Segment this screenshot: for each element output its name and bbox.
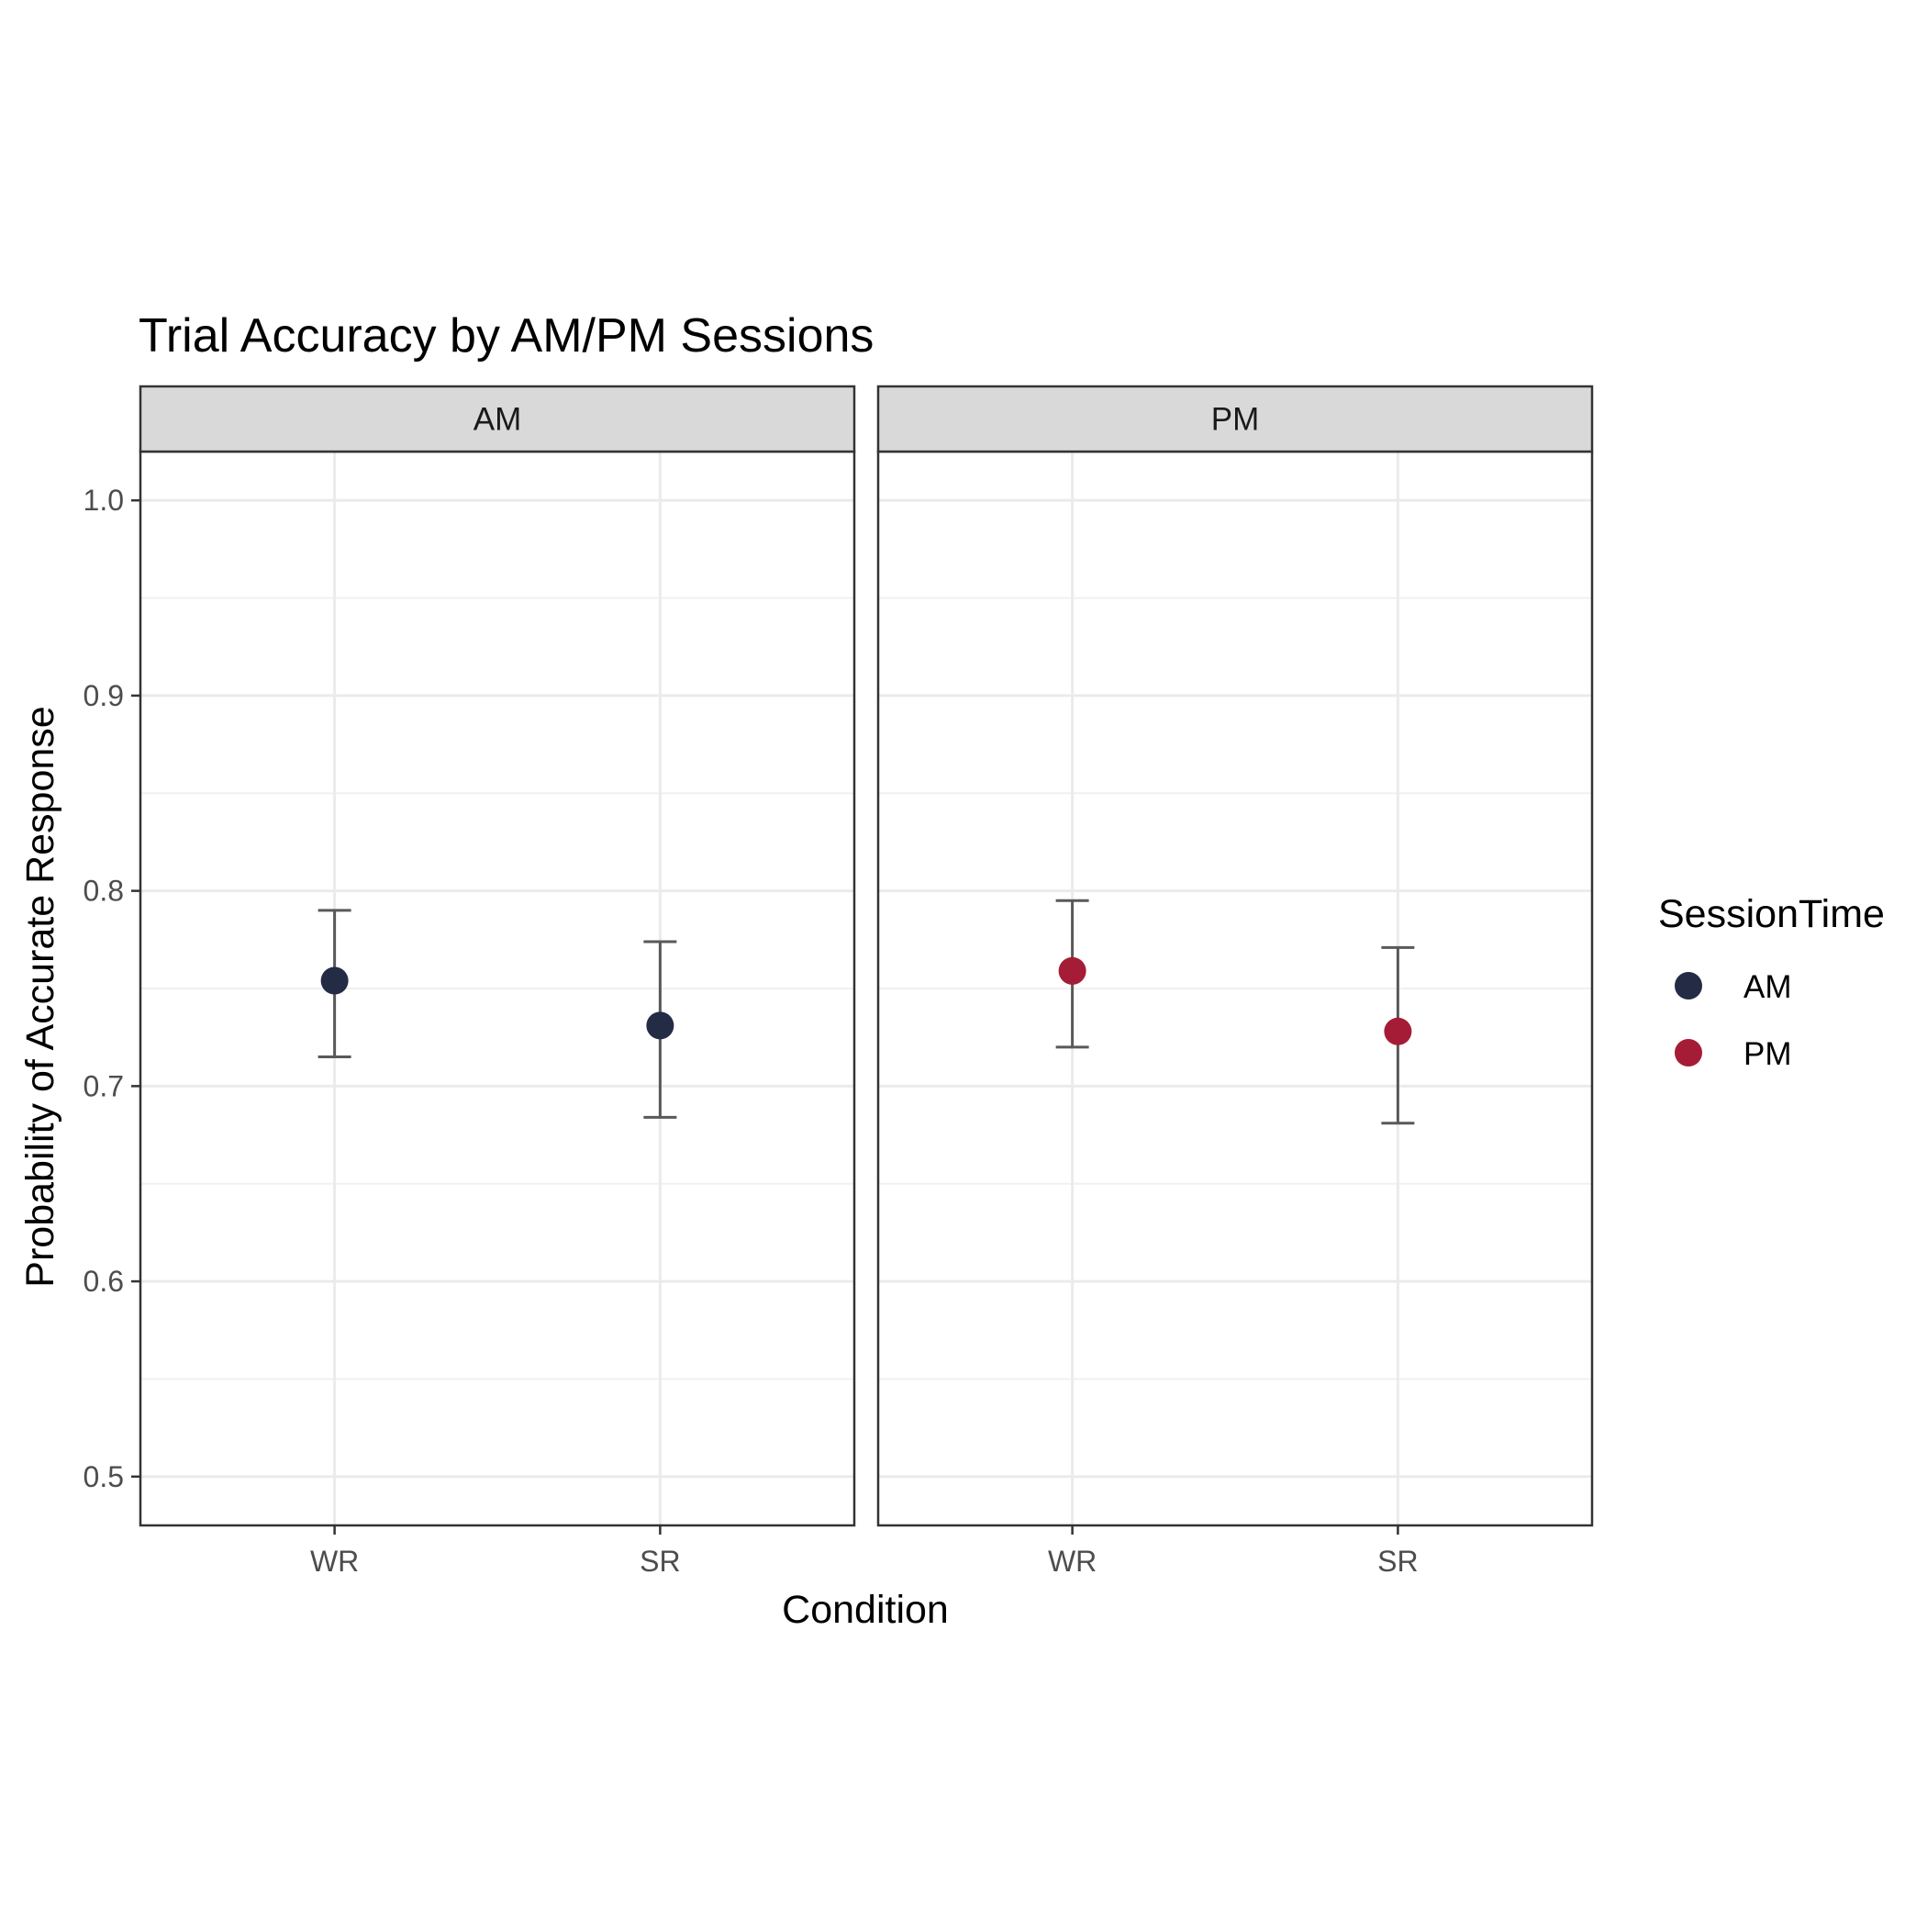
legend-key-pm [1675,1039,1702,1067]
data-point-pm-wr [1058,956,1086,985]
legend-entry-pm: PM [1675,1036,1792,1072]
facet-panel-am: AM WR SR [139,385,856,1578]
facet-panels: AM WR SR PM WR SR 0.5 0.6 0.7 0.8 0.9 1.0 [84,385,1594,1578]
legend: SessionTime AM PM [1658,892,1885,1072]
legend-label-pm: PM [1743,1036,1792,1072]
y-tick-label: 1.0 [84,484,124,517]
y-tick-label: 0.5 [84,1460,124,1493]
facet-strip [876,385,1594,453]
y-tick-label: 0.7 [84,1069,124,1102]
data-point-pm-sr [1384,1017,1412,1045]
y-tick-label: 0.6 [84,1265,124,1298]
y-axis: 0.5 0.6 0.7 0.8 0.9 1.0 [84,484,140,1493]
y-tick-label: 0.9 [84,679,124,712]
data-point-am-sr [646,1011,674,1040]
legend-items: AM PM [1675,969,1792,1072]
x-tick-label: WR [1048,1545,1097,1578]
legend-title: SessionTime [1658,892,1885,936]
data-point-am-wr [320,966,349,995]
x-tick-label: SR [1377,1545,1418,1578]
y-axis-title: Probability of Accurate Response [18,706,62,1287]
legend-entry-am: AM [1675,969,1792,1005]
legend-label-am: AM [1743,969,1792,1005]
x-tick-label: WR [310,1545,359,1578]
facet-panel-pm: PM WR SR [876,385,1594,1578]
x-axis-title: Condition [782,1588,949,1632]
facet-strip-label: PM [1211,402,1260,438]
x-tick-label: SR [640,1545,680,1578]
facet-strip [139,385,856,453]
legend-key-am [1675,972,1702,1000]
y-tick-label: 0.8 [84,875,124,908]
facet-strip-label: AM [473,402,522,438]
plot-title: Trial Accuracy by AM/PM Sessions [139,309,874,363]
